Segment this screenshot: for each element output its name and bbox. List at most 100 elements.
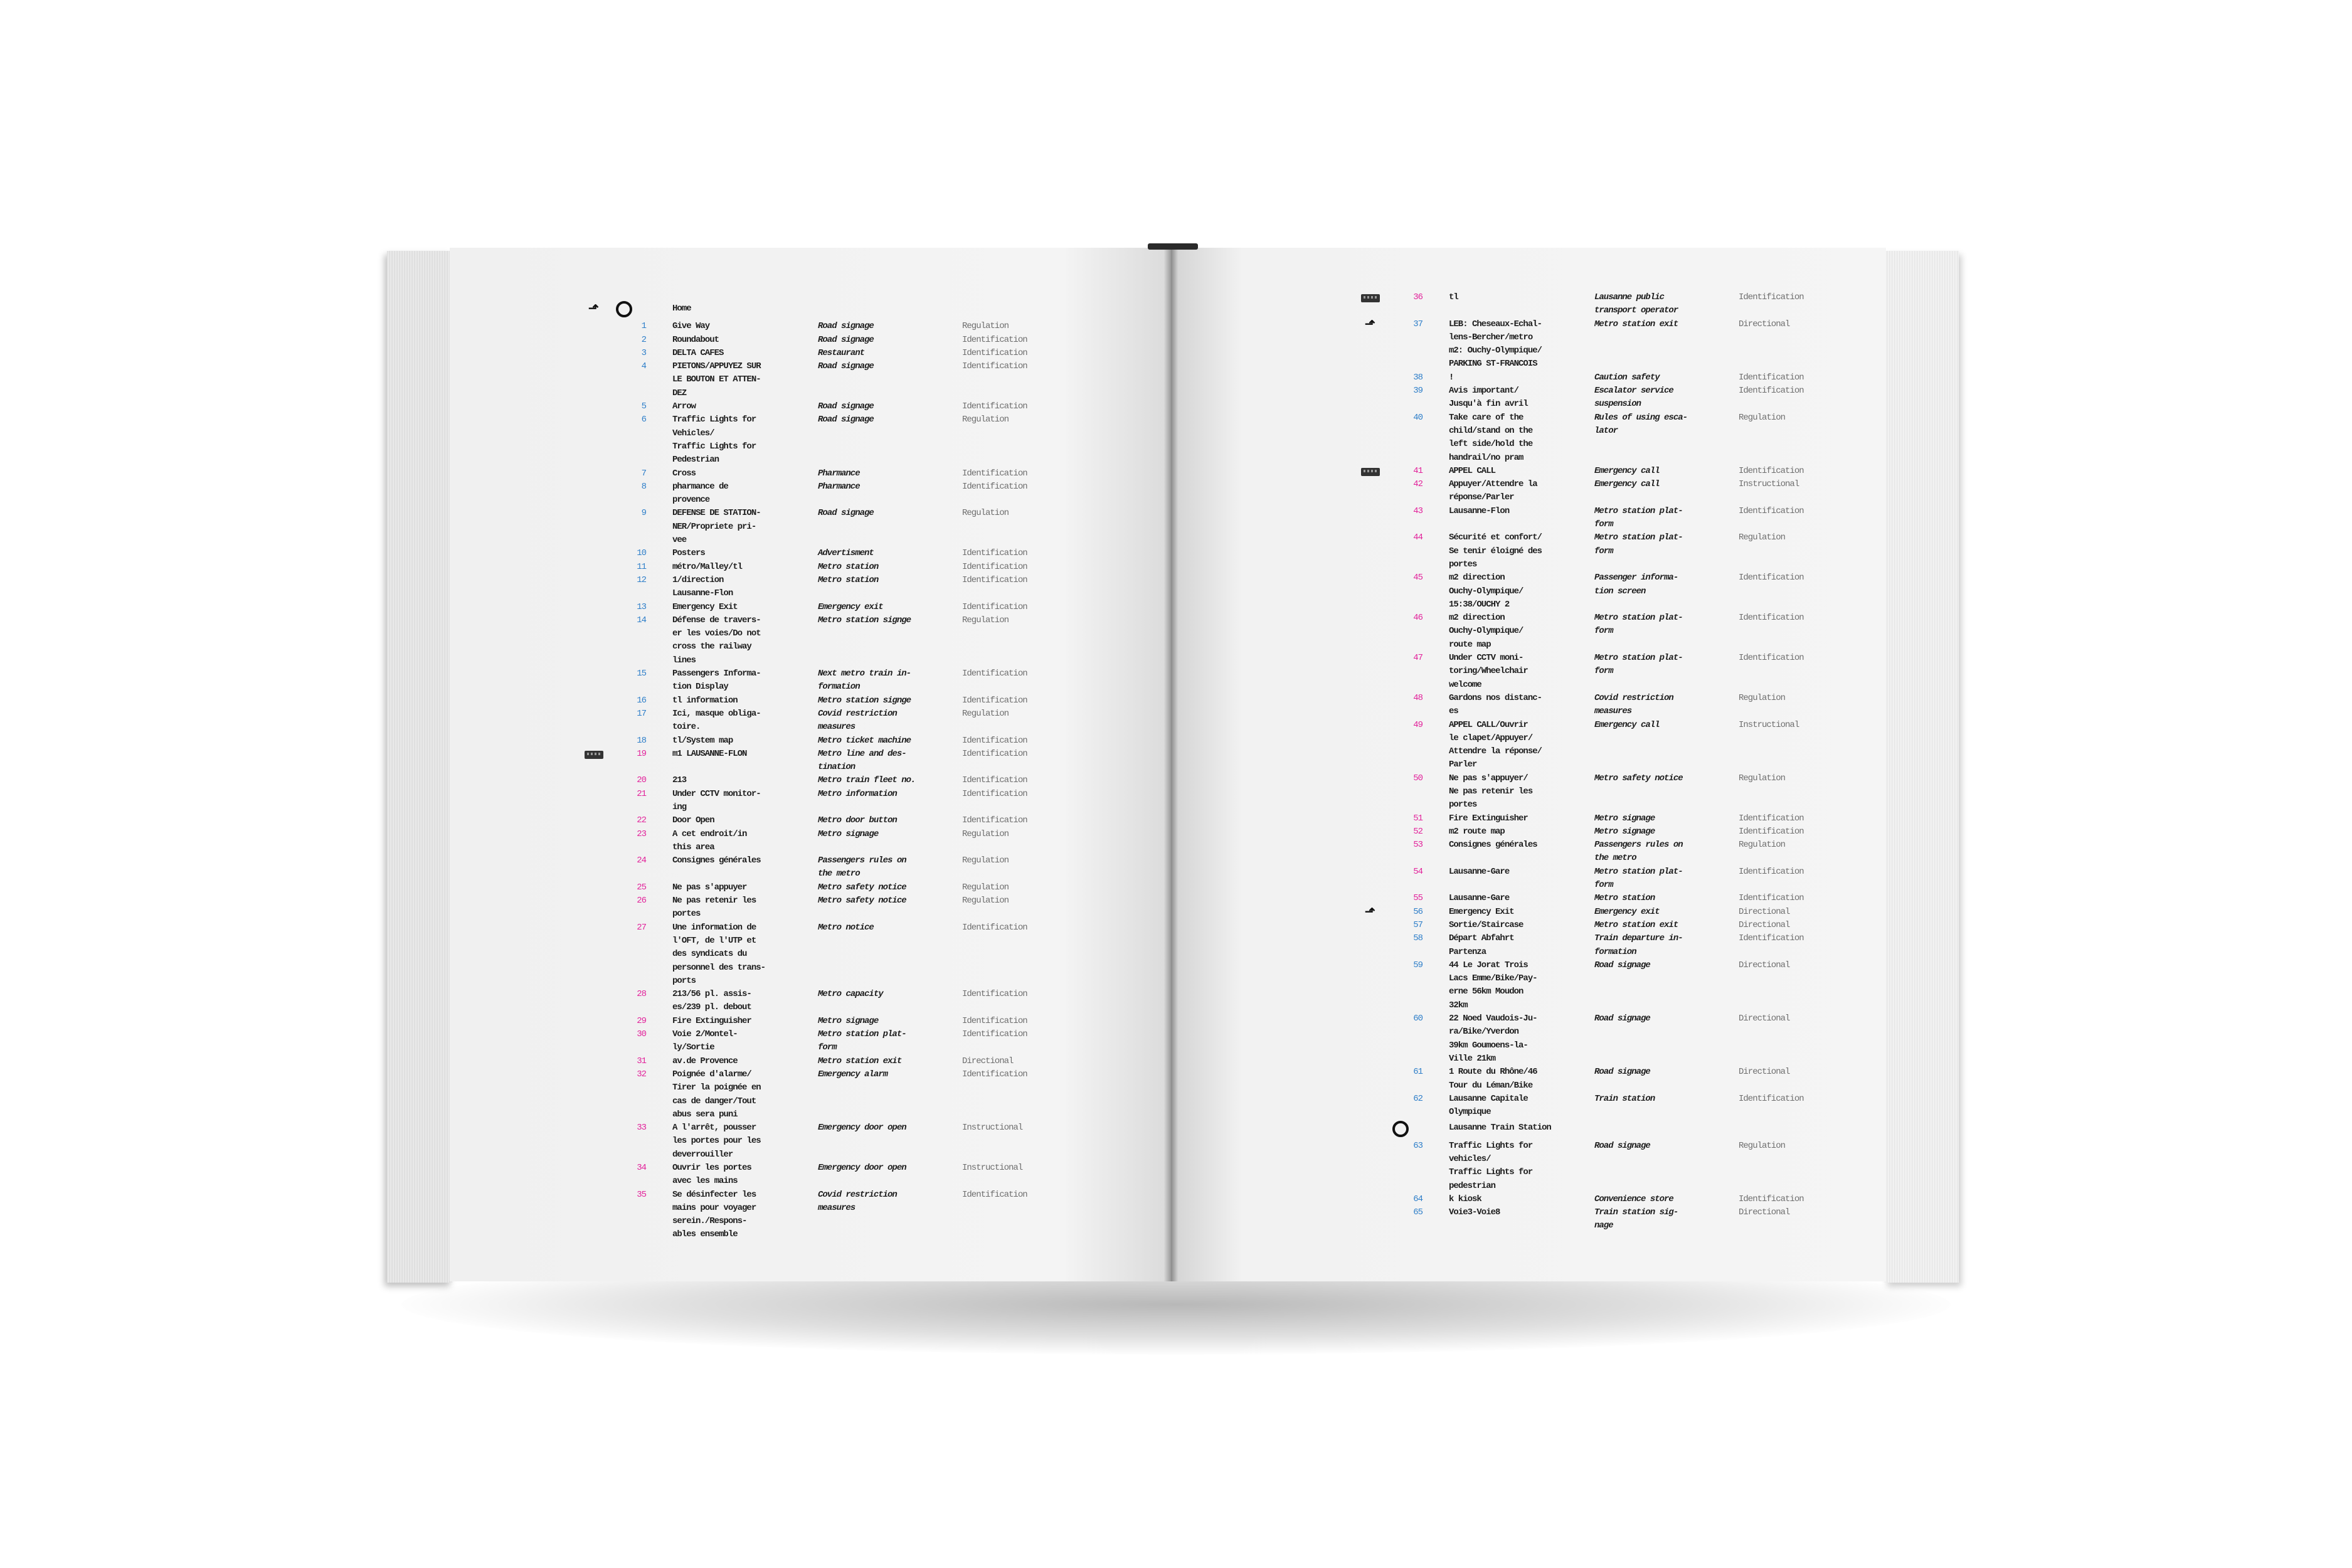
sign-type: Instructional <box>962 1123 1023 1133</box>
row-number: 40 <box>1413 412 1423 423</box>
sign-index-left: ⬏ Home 1 Give Way Road signage Regulation 2 R… <box>583 300 1062 1242</box>
sign-category: Road signage <box>818 401 874 412</box>
sign-type: Identification <box>962 748 1028 759</box>
sign-text: Voie3-Voie8 <box>1449 1207 1500 1218</box>
index-row: 15 Passengers Informa- tion Display Next m… <box>583 667 1062 694</box>
sign-type: Identification <box>1739 573 1804 583</box>
index-row: 36 tl Lausanne public transport operator Id… <box>1360 291 1839 318</box>
sign-text: pharmance de provence <box>672 481 729 506</box>
sign-text: Give Way <box>672 321 710 332</box>
sign-type: Regulation <box>1739 692 1786 703</box>
sign-text: 213/56 pl. assis- es/239 pl. debout <box>672 989 752 1013</box>
circle-icon <box>616 301 632 318</box>
sign-category: Passengers rules on the metro <box>1594 840 1683 864</box>
row-icon-cell <box>1360 505 1391 518</box>
row-number: 12 <box>637 575 647 585</box>
row-number: 51 <box>1413 813 1423 824</box>
sign-category: Passengers rules on the metro <box>818 856 907 879</box>
sign-text: Emergency Exit <box>1449 906 1515 917</box>
sign-category: Metro safety notice <box>818 896 907 906</box>
row-number: 59 <box>1413 960 1423 970</box>
sign-text: APPEL CALL <box>1449 465 1496 476</box>
sign-type: Directional <box>1739 1207 1790 1218</box>
row-number: 34 <box>637 1163 647 1173</box>
row-number: 9 <box>641 508 647 519</box>
row-icon-cell <box>583 1015 615 1028</box>
sign-text: Arrow <box>672 401 696 412</box>
row-number: 1 <box>641 321 647 332</box>
sign-type: Identification <box>962 468 1028 479</box>
page-edges-left <box>387 251 452 1283</box>
sign-text: APPEL CALL/Ouvrir le clapet/Appuyer/ Att… <box>1449 719 1542 770</box>
section-title: Lausanne Train Station <box>1449 1123 1552 1133</box>
sign-category: Road signage <box>818 321 874 332</box>
index-row: 52 m2 route map Metro signage Identificatio… <box>1360 825 1839 839</box>
sign-category: Metro safety notice <box>818 882 907 893</box>
section-title: Home <box>672 304 692 314</box>
row-icon-cell <box>1360 411 1391 425</box>
row-icon-cell <box>583 467 615 480</box>
sign-category: Train departure in- formation <box>1594 933 1683 957</box>
sign-text: Ne pas s'appuyer <box>672 882 747 893</box>
sign-type: Regulation <box>1739 840 1786 850</box>
sign-text: Traffic Lights for Vehicles/ Traffic Lig… <box>672 415 756 465</box>
index-row: ⬏ 56 Emergency Exit Emergency exit Direction… <box>1360 906 1839 919</box>
book-spine <box>1148 243 1198 250</box>
sign-type: Directional <box>1739 906 1790 917</box>
sign-text: Gardons nos distanc- es <box>1449 692 1542 717</box>
sign-type: Directional <box>1739 1067 1790 1078</box>
sign-text: Emergency Exit <box>672 601 738 612</box>
row-number: 8 <box>641 481 647 492</box>
sign-category: Metro signage <box>1594 813 1655 824</box>
sign-type: Regulation <box>1739 532 1786 543</box>
row-icon-cell <box>1360 866 1391 879</box>
sign-type: Identification <box>1739 386 1804 396</box>
index-row: 25 Ne pas s'appuyer Metro safety notice Reg… <box>583 881 1062 894</box>
sign-type: Regulation <box>962 708 1009 719</box>
row-icon-cell <box>583 734 615 748</box>
sign-type: Identification <box>962 989 1028 1000</box>
row-number: 4 <box>641 361 647 372</box>
row-number: 38 <box>1413 372 1423 383</box>
row-icon-cell <box>583 814 615 827</box>
row-number: 5 <box>641 401 647 412</box>
sign-type: Identification <box>1739 613 1804 623</box>
sign-text: DELTA CAFES <box>672 347 724 358</box>
row-number: 14 <box>637 615 647 625</box>
row-number: 21 <box>637 788 647 799</box>
sign-type: Regulation <box>1739 773 1786 783</box>
sign-type: Directional <box>1739 1014 1790 1024</box>
sign-type: Identification <box>1739 933 1804 944</box>
sign-type: Identification <box>962 1069 1028 1079</box>
sign-category: Emergency call <box>1594 719 1660 730</box>
sign-category: Covid restriction measures <box>818 1189 898 1213</box>
row-number: 44 <box>1413 532 1423 543</box>
sign-text: Ne pas s'appuyer/ Ne pas retenir les por… <box>1449 773 1533 810</box>
row-number: 42 <box>1413 479 1423 490</box>
sign-type: Identification <box>1739 1194 1804 1204</box>
row-number: 3 <box>641 347 647 358</box>
sign-text: Passengers Informa- tion Display <box>672 669 761 692</box>
sign-category: Metro line and des- tination <box>818 748 907 773</box>
row-number: 52 <box>1413 826 1423 837</box>
row-icon-cell <box>1360 1066 1391 1079</box>
index-row: 16 tl information Metro station signge Iden… <box>583 694 1062 707</box>
row-number: 41 <box>1413 465 1423 476</box>
sign-type: Instructional <box>962 1163 1023 1173</box>
row-icon-cell <box>1360 812 1391 825</box>
row-icon-cell <box>583 1121 615 1135</box>
sign-category: Rules of using esca- lator <box>1594 412 1688 436</box>
sign-text: Fire Extinguisher <box>672 1015 752 1026</box>
index-row: 40 Take care of the child/stand on the le… <box>1360 411 1839 465</box>
sign-category: Metro capacity <box>818 989 884 1000</box>
sign-category: Metro signage <box>818 1015 879 1026</box>
index-row: 30 Voie 2/Montel- ly/Sortie Metro station … <box>583 1028 1062 1055</box>
index-row: 53 Consignes générales Passengers rules on… <box>1360 839 1839 866</box>
index-row: 47 Under CCTV moni- toring/Wheelchair wel… <box>1360 652 1839 692</box>
sign-type: Identification <box>962 401 1028 412</box>
index-row: 50 Ne pas s'appuyer/ Ne pas retenir les p… <box>1360 772 1839 812</box>
index-row: 43 Lausanne-Flon Metro station plat- form I… <box>1360 505 1839 532</box>
sign-category: Metro station signge <box>818 615 911 625</box>
sign-category: Metro station plat- form <box>1594 532 1683 556</box>
index-row: 7 Cross Pharmance Identification <box>583 467 1062 480</box>
